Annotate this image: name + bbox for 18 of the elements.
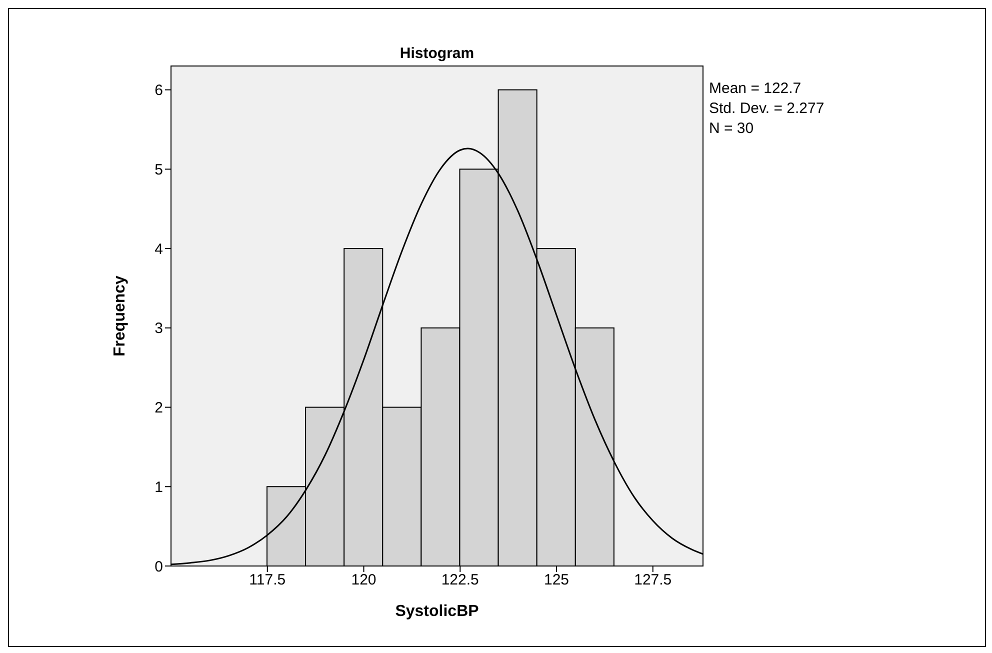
x-tick-label: 127.5: [634, 572, 672, 589]
text: Mean = 122.7: [709, 79, 802, 99]
x-axis-title: SystolicBP: [395, 603, 480, 620]
y-tick-label: 1: [154, 478, 163, 496]
y-tick-label: 0: [154, 558, 163, 576]
chart-title: Histogram: [398, 45, 476, 62]
y-tick-label: 4: [154, 240, 163, 258]
x-tick-label: 117.5: [249, 572, 286, 589]
x-tick-label: 120: [351, 572, 376, 589]
y-tick-label: 2: [154, 400, 163, 417]
y-tick-label: 5: [154, 162, 163, 178]
x-tick-label: 125: [544, 572, 570, 589]
text: Std. Dev. = 2.277: [709, 99, 824, 119]
y-tick-label: 6: [154, 82, 163, 100]
x-tick-label: 122.5: [441, 572, 479, 589]
y-axis-title: Frequency: [112, 275, 129, 356]
y-tick-label: 3: [154, 320, 163, 338]
text: N = 30: [709, 119, 755, 139]
